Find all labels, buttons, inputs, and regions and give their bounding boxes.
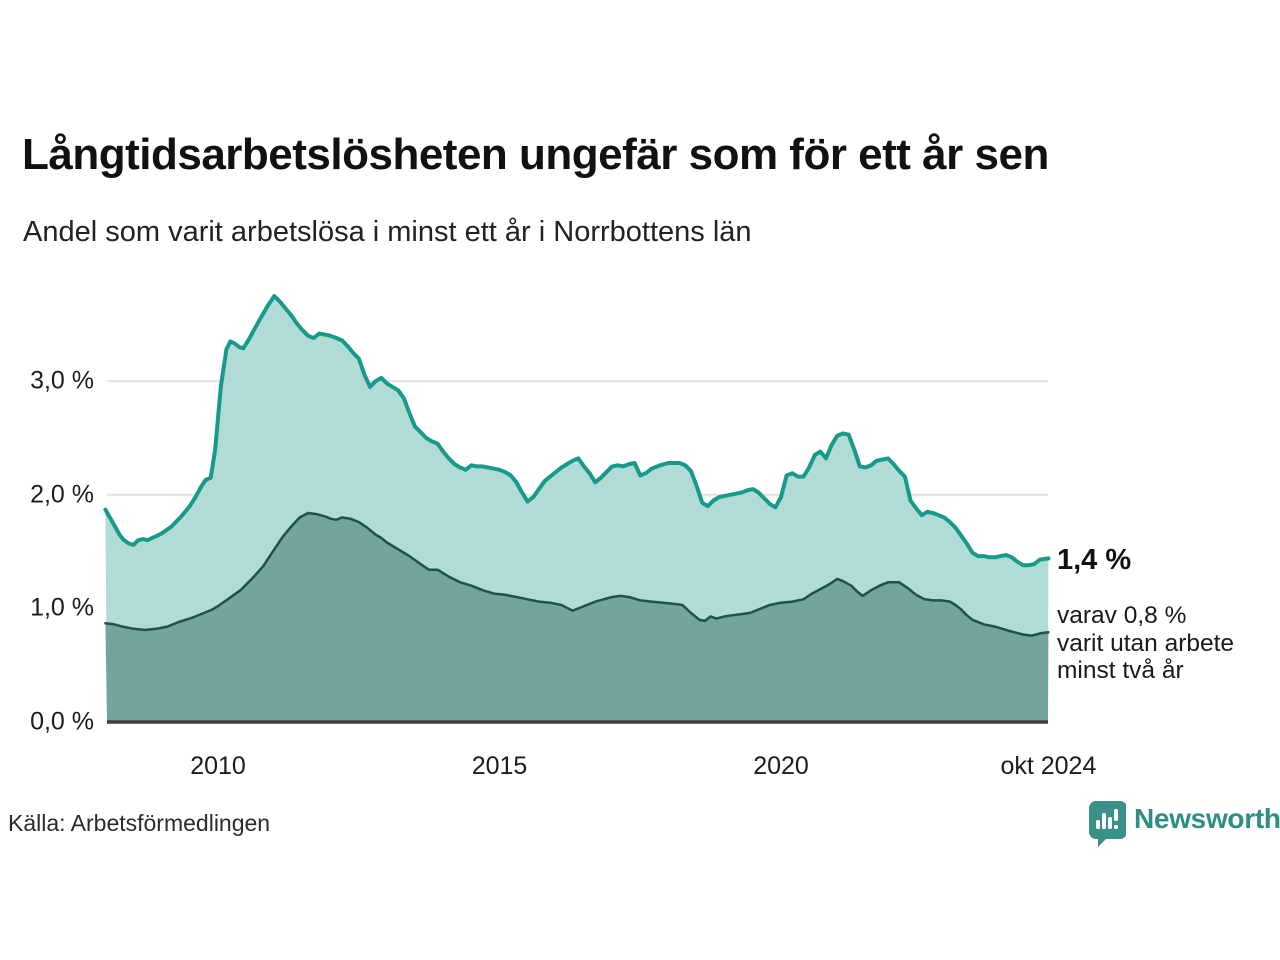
y-tick-label: 3,0 %: [30, 366, 94, 395]
newsworthy-logo-text: Newsworthy: [1134, 803, 1280, 834]
x-tick-label: 2020: [753, 752, 809, 780]
speech-bubble-shape: [1089, 801, 1127, 847]
y-tick-label: 0,0 %: [30, 707, 94, 736]
source-note: Källa: Arbetsförmedlingen: [8, 810, 271, 836]
chart-subtitle: Andel som varit arbetslösa i minst ett å…: [23, 216, 752, 248]
series-line: [104, 511, 1050, 637]
y-tick-label: 1,0 %: [30, 593, 94, 622]
area-fill: [105, 513, 1049, 722]
y-tick-label: 2,0 %: [30, 480, 94, 509]
page-title: Långtidsarbetslösheten ungefär som för e…: [22, 130, 1049, 179]
annotation-line: varav 0,8 %: [1057, 602, 1187, 629]
annotation-line: minst två år: [1057, 657, 1184, 684]
annotation-latest-value: 1,4 %: [1057, 544, 1132, 576]
series-line: [103, 294, 1051, 568]
annotation-subseries: varav 0,8 % varit utan arbete minst två …: [1057, 602, 1234, 685]
annotation-line: varit utan arbete: [1057, 629, 1235, 657]
bar-chart-bubble-icon: [1088, 800, 1127, 853]
newsworthy-logo: Newsworthy: [1088, 800, 1280, 848]
x-tick-label: 2015: [471, 752, 528, 780]
x-tick-label: 2010: [190, 752, 246, 780]
x-tick-label: okt 2024: [1000, 752, 1097, 780]
